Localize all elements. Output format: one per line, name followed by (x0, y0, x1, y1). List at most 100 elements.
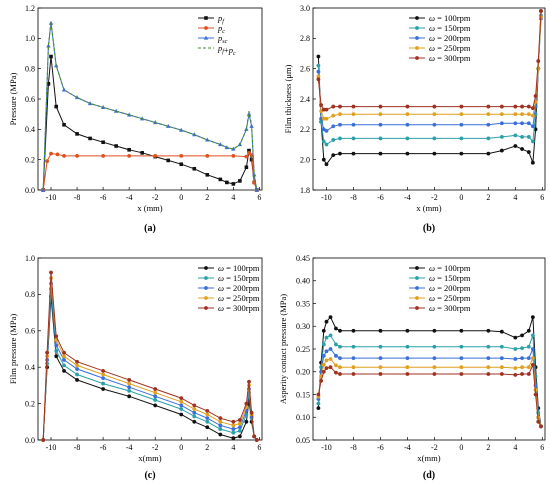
panel-b: -10 -8 -6 -4 -2 0 2 4 6 1.8 2.0 2.2 2.4 2.6 2.8 3.0 x (m… (283, 4, 546, 234)
data-point (324, 162, 329, 167)
data-point (334, 363, 338, 368)
legend-label: ω = 100rpm (218, 263, 260, 273)
y-tick-label: 2.4 (300, 95, 310, 104)
data-point (530, 139, 535, 144)
data-point (432, 136, 437, 141)
data-point (153, 394, 158, 399)
data-point (331, 124, 336, 129)
y-tick-label: 0.25 (296, 345, 310, 354)
legend-marker (415, 296, 419, 300)
series-1 (316, 333, 543, 429)
data-point (225, 180, 229, 185)
data-point (526, 121, 531, 126)
series-2 (316, 347, 543, 429)
data-point (499, 104, 504, 109)
data-point (526, 328, 531, 333)
data-point (192, 403, 197, 408)
data-point (247, 150, 251, 155)
data-point (192, 407, 197, 411)
x-tick-label: -4 (126, 193, 133, 202)
data-point (486, 344, 491, 349)
data-point (316, 69, 321, 74)
data-point (231, 153, 236, 158)
data-point (513, 144, 518, 148)
data-point (459, 365, 464, 370)
data-point (459, 356, 464, 360)
data-point (378, 328, 383, 333)
y-tick-label: 0.35 (296, 299, 310, 308)
x-tick-label: -2 (431, 443, 438, 452)
data-point (520, 365, 524, 370)
data-point (513, 373, 518, 377)
data-point (166, 158, 171, 163)
legend-label: ω = 200rpm (429, 33, 471, 43)
data-point (244, 401, 249, 406)
data-point (179, 162, 184, 167)
data-point (321, 342, 326, 347)
data-point (62, 358, 66, 362)
data-point (432, 112, 437, 117)
data-point (179, 153, 184, 158)
data-point (378, 104, 383, 109)
data-point (54, 354, 59, 359)
data-point (101, 153, 106, 158)
data-point (513, 121, 518, 126)
data-point (526, 356, 531, 360)
data-point (459, 328, 464, 333)
y-tick-label: 2.2 (300, 125, 310, 134)
legend-label: ω = 100rpm (429, 13, 471, 23)
data-point (405, 365, 410, 370)
data-point (334, 326, 338, 331)
data-point (101, 372, 106, 377)
data-point (218, 416, 223, 421)
data-point (231, 182, 236, 186)
data-point (486, 151, 491, 156)
data-point (432, 151, 437, 156)
data-point (179, 407, 184, 411)
series-0 (316, 315, 543, 429)
data-point (127, 385, 132, 390)
series-0 (41, 54, 259, 192)
data-point (351, 365, 356, 370)
y-axis-label: Asperity contact pressure (MPa) (278, 294, 288, 404)
data-point (405, 356, 410, 360)
data-point (405, 122, 410, 127)
data-point (316, 74, 321, 79)
data-point (459, 104, 464, 109)
x-tick-label: 4 (231, 193, 235, 202)
data-point (331, 104, 336, 109)
x-tick-label: 0 (179, 443, 183, 452)
data-point (62, 350, 66, 355)
data-point (319, 116, 323, 121)
data-point (249, 153, 254, 158)
data-point (513, 366, 518, 371)
data-point (319, 103, 323, 107)
data-point (486, 112, 491, 117)
data-point (218, 423, 223, 428)
data-point (539, 424, 543, 429)
series-line (317, 316, 542, 427)
panel-caption: (d) (423, 470, 435, 481)
data-point (530, 124, 535, 129)
data-point (530, 160, 535, 165)
series-4 (316, 362, 543, 429)
data-point (114, 144, 118, 148)
legend-marker (204, 26, 208, 30)
legend-label: ω = 300rpm (429, 53, 471, 63)
data-point (321, 328, 326, 333)
x-tick-label: 4 (513, 193, 517, 202)
data-point (75, 153, 79, 158)
data-point (486, 356, 491, 360)
y-axis-label: Pressure (MPa) (8, 73, 18, 126)
data-point (533, 94, 538, 98)
data-point (459, 136, 464, 141)
legend-label: pf (217, 13, 225, 25)
x-tick-label: -8 (350, 443, 357, 452)
data-point (46, 82, 51, 86)
data-point (324, 128, 329, 133)
data-point (499, 365, 504, 370)
y-tick-label: 0.45 (296, 254, 310, 263)
data-point (378, 372, 383, 376)
data-point (319, 378, 323, 383)
